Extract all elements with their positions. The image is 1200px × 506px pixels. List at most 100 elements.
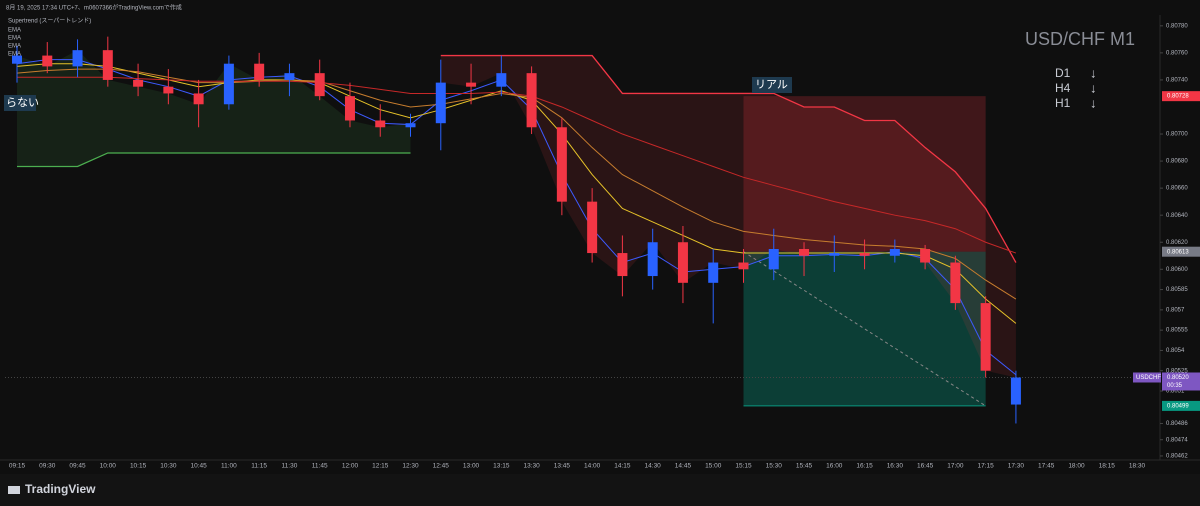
- footer: TradingView: [25, 482, 96, 496]
- y-tick-label: 0.80585: [1166, 287, 1188, 293]
- legend-label: EMA: [8, 28, 21, 34]
- candle-body: [163, 86, 174, 94]
- y-tick-label: 0.80525: [1166, 368, 1188, 374]
- x-tick-label: 18:00: [1068, 463, 1085, 470]
- candle-body: [556, 127, 567, 202]
- candle-body: [859, 253, 870, 256]
- candle-body: [950, 262, 961, 304]
- x-tick-label: 09:45: [69, 463, 86, 470]
- candle-body: [193, 93, 204, 105]
- candle-body: [12, 55, 22, 64]
- candle-body: [344, 96, 355, 121]
- candle-body: [587, 201, 598, 254]
- label: らない: [6, 96, 39, 109]
- x-tick-label: 16:00: [826, 463, 843, 470]
- price-tag-label: 0.80613: [1167, 249, 1189, 255]
- price-tag-label: 0.80499: [1167, 403, 1189, 409]
- x-tick-label: 11:15: [251, 463, 267, 470]
- x-tick-label: 10:30: [160, 463, 177, 470]
- x-tick-label: 10:00: [100, 463, 117, 470]
- y-tick-label: 0.80600: [1166, 267, 1188, 273]
- header: 8月 19, 2025 17:34 UTC+7、m0607366がTrading…: [6, 4, 182, 12]
- y-tick-label: 0.8051: [1166, 389, 1185, 395]
- y-tick-label: 0.80760: [1166, 50, 1188, 56]
- x-tick-label: 10:15: [130, 463, 147, 470]
- x-tick-label: 17:15: [978, 463, 995, 470]
- legend-label: EMA: [8, 52, 21, 58]
- logo: [8, 486, 20, 494]
- candle-body: [1010, 377, 1021, 405]
- candle-body: [708, 262, 719, 283]
- y-tick-label: 0.80700: [1166, 132, 1188, 138]
- supertrend-line: [17, 152, 411, 168]
- x-tick-label: 10:45: [190, 463, 207, 470]
- supertrend-line: [440, 54, 1017, 263]
- y-tick-label: 0.80620: [1166, 240, 1188, 246]
- indicator-title: Supertrend (スーパートレンド): [8, 18, 91, 25]
- candle-body: [102, 50, 113, 80]
- y-tick-label: 0.80680: [1166, 159, 1188, 165]
- trend-arrow: ↓: [1090, 65, 1097, 80]
- y-tick-label: 0.80474: [1166, 437, 1188, 443]
- timeframe: D1: [1055, 66, 1071, 80]
- legend-label: EMA: [8, 44, 21, 50]
- x-tick-label: 15:30: [766, 463, 783, 470]
- candle-body: [677, 242, 688, 283]
- price-tag: [1162, 372, 1200, 391]
- x-tick-label: 17:45: [1038, 463, 1055, 470]
- y-tick-label: 0.80486: [1166, 421, 1188, 427]
- candle-body: [799, 248, 810, 256]
- x-tick-label: 11:45: [312, 463, 328, 470]
- x-tick-label: 15:45: [796, 463, 813, 470]
- candle-body: [42, 55, 53, 67]
- supertrend-fill: [440, 55, 1016, 378]
- symbol-tag-label: USDCHF: [1136, 375, 1161, 381]
- x-tick-label: 11:00: [221, 463, 237, 470]
- trend-arrow: ↓: [1090, 80, 1097, 95]
- legend-label: EMA: [8, 36, 21, 42]
- ema-line: [16, 59, 1017, 376]
- price-tag-label: 0.80728: [1167, 94, 1189, 100]
- x-tick-label: 17:30: [1008, 463, 1025, 470]
- x-tick-label: 12:00: [342, 463, 359, 470]
- x-tick-label: 16:45: [917, 463, 934, 470]
- candle-body: [738, 262, 749, 270]
- x-tick-label: 13:15: [493, 463, 510, 470]
- timeframe: H1: [1055, 96, 1071, 110]
- candle-body: [617, 253, 628, 277]
- candle-body: [223, 63, 234, 105]
- x-tick-label: 16:30: [887, 463, 904, 470]
- candle-body: [889, 248, 900, 256]
- label: リアル: [755, 79, 788, 91]
- x-tick-label: 13:45: [554, 463, 571, 470]
- x-tick-label: 17:00: [947, 463, 964, 470]
- candle-body: [768, 248, 779, 270]
- x-tick-label: 14:30: [645, 463, 662, 470]
- candle-body: [435, 82, 446, 124]
- x-tick-label: 09:15: [9, 463, 26, 470]
- ema-line: [16, 68, 1017, 300]
- y-tick-label: 0.80640: [1166, 213, 1188, 219]
- candle-body: [647, 242, 658, 277]
- price-tag: [1162, 400, 1200, 411]
- y-tick-label: 0.80660: [1166, 186, 1188, 192]
- label-box: [752, 77, 792, 93]
- price-tag: [1162, 91, 1200, 102]
- y-tick-label: 0.8054: [1166, 348, 1185, 354]
- y-tick-label: 0.80740: [1166, 78, 1188, 84]
- x-tick-label: 15:15: [735, 463, 752, 470]
- candle-body: [405, 123, 416, 128]
- x-tick-label: 12:30: [402, 463, 419, 470]
- label-box: [4, 95, 36, 111]
- y-tick-label: 0.8057: [1166, 307, 1185, 313]
- symbol-tag: [1133, 372, 1161, 383]
- candle-body: [72, 50, 83, 67]
- x-tick-label: 14:15: [614, 463, 631, 470]
- candle-body: [920, 248, 931, 263]
- x-tick-label: 13:30: [523, 463, 540, 470]
- x-tick-label: 12:45: [433, 463, 450, 470]
- candle-body: [314, 73, 325, 97]
- x-tick-label: 16:15: [856, 463, 873, 470]
- candle-body: [284, 73, 295, 80]
